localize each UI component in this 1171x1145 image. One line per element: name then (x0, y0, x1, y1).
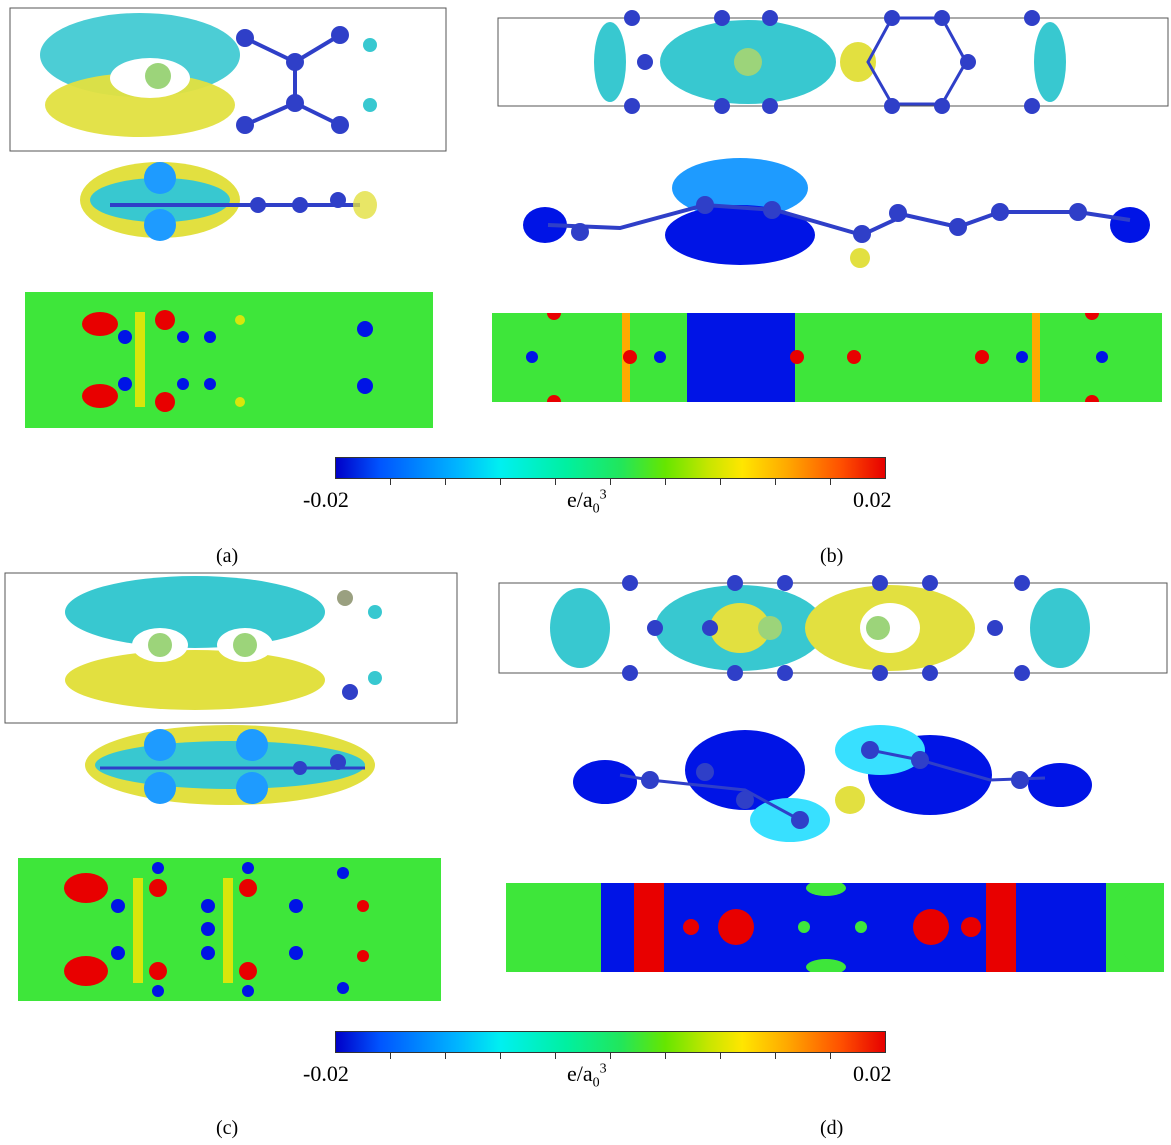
panel-c-charge-map (18, 858, 441, 1001)
panel-a-label: (a) (216, 545, 239, 567)
colorbar-bottom-gradient (335, 1031, 886, 1053)
panel-a-charge-map (25, 292, 433, 428)
colorbar-top-unit: e/a03 (567, 487, 607, 517)
colorbar-bottom-min: -0.02 (303, 1061, 349, 1086)
colorbar-top: -0.02 e/a03 0.02 (303, 457, 892, 537)
colorbar-bottom-max: 0.02 (853, 1061, 892, 1086)
colorbar-top-max: 0.02 (853, 487, 892, 512)
panel-d-label: (d) (820, 1117, 844, 1139)
panel-d-charge-map (506, 883, 1164, 972)
panel-b-label: (b) (820, 545, 844, 567)
colorbar-bottom: -0.02 e/a03 0.02 (303, 1031, 892, 1111)
panel-c-label: (c) (216, 1117, 239, 1139)
colorbar-top-gradient (335, 457, 886, 479)
colorbar-top-min: -0.02 (303, 487, 349, 512)
colorbar-bottom-unit: e/a03 (567, 1061, 607, 1091)
panel-b-charge-map (492, 313, 1162, 402)
